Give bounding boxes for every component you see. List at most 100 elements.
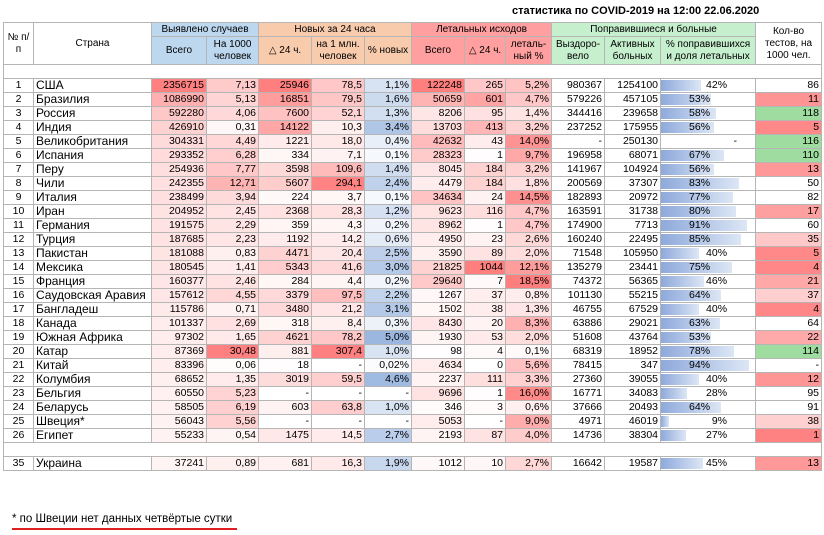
cell-d24: 284: [258, 274, 313, 289]
cell-country: Франция: [33, 274, 152, 289]
cell-total: 180545: [151, 260, 207, 275]
header-deaths-delta: △ 24 ч.: [464, 36, 507, 65]
recovery-pct-value: 83%: [689, 177, 711, 190]
cell-num: 15: [3, 274, 34, 289]
cell-d24: 3480: [258, 302, 313, 317]
cell-num: 4: [3, 120, 34, 135]
cell-recov: 579226: [551, 92, 606, 107]
cell-country: Бразилия: [33, 92, 152, 107]
cell-tests: 5: [755, 120, 823, 135]
table-row: 2 Бразилия 1086990 5,13 16851 79,5 1,6% 50659 60…: [3, 92, 823, 107]
cell-recov: 63886: [551, 316, 606, 331]
cell-pnew: 2,5%: [364, 246, 413, 261]
cell-per1000: 30,48: [205, 344, 260, 359]
cell-per1000: 3,94: [205, 190, 260, 205]
cell-d24: 14122: [258, 120, 313, 135]
cell-dpct: 12,1%: [505, 260, 553, 275]
cell-deaths: 1502: [411, 302, 466, 317]
cell-dpct: 1,4%: [505, 106, 553, 121]
cell-dd24: 3: [464, 400, 507, 415]
cell-country: США: [33, 78, 152, 93]
cell-recov: 4971: [551, 414, 606, 429]
cell-per1000: 12,71: [205, 176, 260, 191]
cell-deaths: 8045: [411, 162, 466, 177]
cell-dpct: 16,0%: [505, 386, 553, 401]
cell-d24: 5343: [258, 260, 313, 275]
cell-country: Швеция*: [33, 414, 152, 429]
cell-deaths: 2237: [411, 372, 466, 387]
cell-deaths: 8962: [411, 218, 466, 233]
recovery-pct-value: 42%: [706, 79, 728, 92]
cell-num: 12: [3, 232, 34, 247]
table-row: 23 Бельгия 60550 5,23- - -9696 1 16,0% 16771 3408…: [3, 386, 823, 401]
cell-pnew: 1,4%: [364, 162, 413, 177]
recovery-pct-value: 40%: [706, 303, 728, 316]
cell-active: 56365: [604, 274, 662, 289]
cell-active: 39055: [604, 372, 662, 387]
cell-pnew: 1,2%: [364, 204, 413, 219]
cell-deaths: 8206: [411, 106, 466, 121]
cell-per1000: 0,89: [205, 456, 260, 471]
recovery-pct-value: 53%: [689, 331, 711, 344]
cell-recov: 101130: [551, 288, 606, 303]
cell-country: Китай: [33, 358, 152, 373]
cell-pnew: 0,02%: [364, 358, 413, 373]
cell-active: 38304: [604, 428, 662, 443]
header-tests: Кол-во тестов, на 1000 чел.: [755, 22, 823, 65]
table-row: 26 Египет 55233 0,54 1475 14,5 2,7% 2193 87 4,0% 1…: [3, 428, 823, 443]
recovery-pct-value: 53%: [689, 93, 711, 106]
cell-per1000: 0,54: [205, 428, 260, 443]
recovery-bar: [661, 290, 722, 301]
recovery-bar: [661, 332, 711, 343]
header-detected-total: Всего: [151, 36, 207, 65]
recovery-bar: [661, 108, 716, 119]
cell-per1m: 20,4: [311, 246, 366, 261]
cell-rpct: 9%: [660, 414, 757, 429]
cell-deaths: 4479: [411, 176, 466, 191]
cell-num: 25: [3, 414, 34, 429]
cell-dpct: 4,0%: [505, 428, 553, 443]
recovery-pct-value: 67%: [689, 149, 711, 162]
recovery-bar: [661, 388, 688, 399]
table-row: 16 Саудовская Аравия 157612 4,55 3379 97,5 2,2…: [3, 288, 823, 303]
recovery-pct-value: 63%: [689, 317, 711, 330]
cell-country: Южная Африка: [33, 330, 152, 345]
table-row: 19 Южная Африка 97302 1,65 4621 78,2 5,0% 1930 5…: [3, 330, 823, 345]
cell-tests: 22: [755, 330, 823, 345]
cell-d24: 25946: [258, 78, 313, 93]
cell-active: 105950: [604, 246, 662, 261]
cell-per1000: 2,23: [205, 232, 260, 247]
cell-rpct: 53%: [660, 92, 757, 107]
cell-recov: 200569: [551, 176, 606, 191]
cell-d24: 3598: [258, 162, 313, 177]
recovery-bar: [661, 192, 734, 203]
cell-dd24: 10: [464, 456, 507, 471]
cell-total: 115786: [151, 302, 207, 317]
cell-tests: 17: [755, 204, 823, 219]
cell-dpct: 4,7%: [505, 92, 553, 107]
footnote: * по Швеции нет данных четвёртые сутки: [12, 513, 233, 525]
cell-active: 22495: [604, 232, 662, 247]
cell-per1000: 2,69: [205, 316, 260, 331]
cell-per1m: 7,1: [311, 148, 366, 163]
cell-active: 7713: [604, 218, 662, 233]
recovery-pct-value: 27%: [706, 429, 728, 442]
cell-rpct: 46%: [660, 274, 757, 289]
cell-country: Катар: [33, 344, 152, 359]
footnote-underline: [12, 528, 237, 530]
cell-num: 14: [3, 260, 34, 275]
header-deaths-pct: леталь-ный %: [505, 36, 553, 65]
cell-total: 55233: [151, 428, 207, 443]
recovery-pct-value: -: [733, 135, 738, 148]
cell-per1000: 5,13: [205, 92, 260, 107]
cell-tests: 11: [755, 92, 823, 107]
cell-deaths: 98: [411, 344, 466, 359]
cell-active: 23441: [604, 260, 662, 275]
cell-per1000: 2,29: [205, 218, 260, 233]
cell-rpct: 80%: [660, 204, 757, 219]
cell-d24: 334: [258, 148, 313, 163]
cell-per1000: 7,77: [205, 162, 260, 177]
cell-pnew: 5,0%: [364, 330, 413, 345]
cell-pnew: 0,2%: [364, 218, 413, 233]
cell-per1000: 5,56: [205, 414, 260, 429]
